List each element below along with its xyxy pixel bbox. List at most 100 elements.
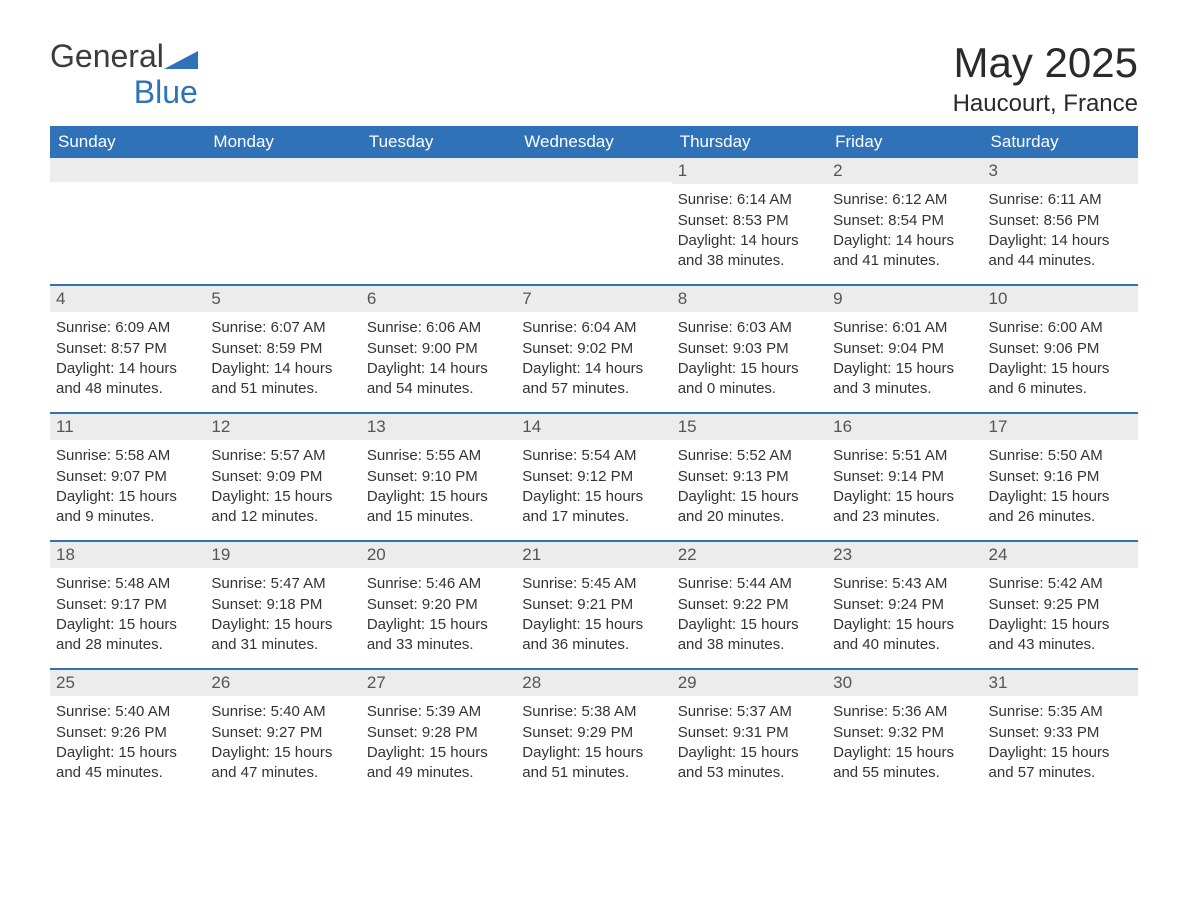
day-cell: 11Sunrise: 5:58 AMSunset: 9:07 PMDayligh…: [50, 414, 205, 540]
sunrise-line: Sunrise: 5:36 AM: [833, 702, 976, 722]
sunrise-line: Sunrise: 6:01 AM: [833, 318, 976, 338]
week-row: 4Sunrise: 6:09 AMSunset: 8:57 PMDaylight…: [50, 284, 1138, 412]
daylight-line: Daylight: 14 hours and 51 minutes.: [211, 359, 354, 400]
sunrise-line: Sunrise: 5:42 AM: [989, 574, 1132, 594]
sunset-line: Sunset: 9:33 PM: [989, 723, 1132, 743]
calendar: SundayMondayTuesdayWednesdayThursdayFrid…: [50, 126, 1138, 796]
day-header-sunday: Sunday: [50, 126, 205, 158]
sunrise-line: Sunrise: 5:47 AM: [211, 574, 354, 594]
day-cell: 12Sunrise: 5:57 AMSunset: 9:09 PMDayligh…: [205, 414, 360, 540]
week-row: 18Sunrise: 5:48 AMSunset: 9:17 PMDayligh…: [50, 540, 1138, 668]
day-number: 2: [827, 158, 982, 184]
daylight-line: Daylight: 15 hours and 15 minutes.: [367, 487, 510, 528]
sunrise-line: Sunrise: 6:14 AM: [678, 190, 821, 210]
sunrise-line: Sunrise: 5:45 AM: [522, 574, 665, 594]
sunset-line: Sunset: 9:26 PM: [56, 723, 199, 743]
day-cell: 25Sunrise: 5:40 AMSunset: 9:26 PMDayligh…: [50, 670, 205, 796]
day-body: Sunrise: 5:36 AMSunset: 9:32 PMDaylight:…: [827, 696, 982, 791]
day-number: 25: [50, 670, 205, 696]
sunrise-line: Sunrise: 6:04 AM: [522, 318, 665, 338]
sunset-line: Sunset: 9:21 PM: [522, 595, 665, 615]
day-number: 8: [672, 286, 827, 312]
day-body: Sunrise: 6:14 AMSunset: 8:53 PMDaylight:…: [672, 184, 827, 279]
day-body: Sunrise: 6:03 AMSunset: 9:03 PMDaylight:…: [672, 312, 827, 407]
day-number: 27: [361, 670, 516, 696]
daylight-line: Daylight: 14 hours and 38 minutes.: [678, 231, 821, 272]
day-cell: 30Sunrise: 5:36 AMSunset: 9:32 PMDayligh…: [827, 670, 982, 796]
sunrise-line: Sunrise: 5:38 AM: [522, 702, 665, 722]
day-cell: 22Sunrise: 5:44 AMSunset: 9:22 PMDayligh…: [672, 542, 827, 668]
logo: General Blue: [50, 40, 198, 108]
day-cell: 16Sunrise: 5:51 AMSunset: 9:14 PMDayligh…: [827, 414, 982, 540]
daylight-line: Daylight: 15 hours and 23 minutes.: [833, 487, 976, 528]
day-number: 13: [361, 414, 516, 440]
sunset-line: Sunset: 9:06 PM: [989, 339, 1132, 359]
daylight-line: Daylight: 15 hours and 53 minutes.: [678, 743, 821, 784]
day-header-row: SundayMondayTuesdayWednesdayThursdayFrid…: [50, 126, 1138, 158]
sunrise-line: Sunrise: 5:40 AM: [56, 702, 199, 722]
daylight-line: Daylight: 15 hours and 17 minutes.: [522, 487, 665, 528]
daylight-line: Daylight: 15 hours and 9 minutes.: [56, 487, 199, 528]
day-body: Sunrise: 5:55 AMSunset: 9:10 PMDaylight:…: [361, 440, 516, 535]
day-body: Sunrise: 5:39 AMSunset: 9:28 PMDaylight:…: [361, 696, 516, 791]
day-cell: 9Sunrise: 6:01 AMSunset: 9:04 PMDaylight…: [827, 286, 982, 412]
daylight-line: Daylight: 15 hours and 49 minutes.: [367, 743, 510, 784]
logo-text: General Blue: [50, 40, 198, 108]
day-cell: 7Sunrise: 6:04 AMSunset: 9:02 PMDaylight…: [516, 286, 671, 412]
sunset-line: Sunset: 9:12 PM: [522, 467, 665, 487]
day-body: Sunrise: 6:00 AMSunset: 9:06 PMDaylight:…: [983, 312, 1138, 407]
daylight-line: Daylight: 15 hours and 40 minutes.: [833, 615, 976, 656]
sunset-line: Sunset: 9:03 PM: [678, 339, 821, 359]
daylight-line: Daylight: 15 hours and 3 minutes.: [833, 359, 976, 400]
daylight-line: Daylight: 15 hours and 36 minutes.: [522, 615, 665, 656]
day-body: Sunrise: 5:50 AMSunset: 9:16 PMDaylight:…: [983, 440, 1138, 535]
day-number: 29: [672, 670, 827, 696]
daylight-line: Daylight: 15 hours and 0 minutes.: [678, 359, 821, 400]
day-number: 31: [983, 670, 1138, 696]
week-row: 25Sunrise: 5:40 AMSunset: 9:26 PMDayligh…: [50, 668, 1138, 796]
sunset-line: Sunset: 9:27 PM: [211, 723, 354, 743]
sunrise-line: Sunrise: 5:46 AM: [367, 574, 510, 594]
sunrise-line: Sunrise: 5:43 AM: [833, 574, 976, 594]
day-body: Sunrise: 6:12 AMSunset: 8:54 PMDaylight:…: [827, 184, 982, 279]
day-header-saturday: Saturday: [983, 126, 1138, 158]
sunset-line: Sunset: 9:31 PM: [678, 723, 821, 743]
sunset-line: Sunset: 9:04 PM: [833, 339, 976, 359]
day-cell: 31Sunrise: 5:35 AMSunset: 9:33 PMDayligh…: [983, 670, 1138, 796]
day-cell: 21Sunrise: 5:45 AMSunset: 9:21 PMDayligh…: [516, 542, 671, 668]
day-cell: 5Sunrise: 6:07 AMSunset: 8:59 PMDaylight…: [205, 286, 360, 412]
daylight-line: Daylight: 15 hours and 45 minutes.: [56, 743, 199, 784]
day-body: Sunrise: 6:07 AMSunset: 8:59 PMDaylight:…: [205, 312, 360, 407]
day-cell: [361, 158, 516, 284]
day-number: 15: [672, 414, 827, 440]
title-block: May 2025 Haucourt, France: [953, 40, 1138, 118]
day-body: Sunrise: 5:52 AMSunset: 9:13 PMDaylight:…: [672, 440, 827, 535]
day-body: Sunrise: 5:47 AMSunset: 9:18 PMDaylight:…: [205, 568, 360, 663]
day-body: Sunrise: 6:06 AMSunset: 9:00 PMDaylight:…: [361, 312, 516, 407]
day-cell: 24Sunrise: 5:42 AMSunset: 9:25 PMDayligh…: [983, 542, 1138, 668]
day-body: Sunrise: 5:35 AMSunset: 9:33 PMDaylight:…: [983, 696, 1138, 791]
sunset-line: Sunset: 9:25 PM: [989, 595, 1132, 615]
day-body: Sunrise: 5:40 AMSunset: 9:26 PMDaylight:…: [50, 696, 205, 791]
day-body: Sunrise: 6:04 AMSunset: 9:02 PMDaylight:…: [516, 312, 671, 407]
day-cell: 2Sunrise: 6:12 AMSunset: 8:54 PMDaylight…: [827, 158, 982, 284]
day-body: Sunrise: 6:09 AMSunset: 8:57 PMDaylight:…: [50, 312, 205, 407]
day-body: Sunrise: 5:44 AMSunset: 9:22 PMDaylight:…: [672, 568, 827, 663]
day-body: Sunrise: 6:11 AMSunset: 8:56 PMDaylight:…: [983, 184, 1138, 279]
sunrise-line: Sunrise: 6:12 AM: [833, 190, 976, 210]
day-cell: 1Sunrise: 6:14 AMSunset: 8:53 PMDaylight…: [672, 158, 827, 284]
logo-word-general: General: [50, 38, 164, 74]
day-body: Sunrise: 5:45 AMSunset: 9:21 PMDaylight:…: [516, 568, 671, 663]
day-cell: 4Sunrise: 6:09 AMSunset: 8:57 PMDaylight…: [50, 286, 205, 412]
sunrise-line: Sunrise: 6:03 AM: [678, 318, 821, 338]
day-body: Sunrise: 5:46 AMSunset: 9:20 PMDaylight:…: [361, 568, 516, 663]
sunrise-line: Sunrise: 6:11 AM: [989, 190, 1132, 210]
day-body: Sunrise: 5:57 AMSunset: 9:09 PMDaylight:…: [205, 440, 360, 535]
title-month-year: May 2025: [953, 40, 1138, 86]
day-cell: [516, 158, 671, 284]
sunrise-line: Sunrise: 5:39 AM: [367, 702, 510, 722]
day-number-empty: [516, 158, 671, 182]
title-location: Haucourt, France: [953, 90, 1138, 118]
day-cell: 17Sunrise: 5:50 AMSunset: 9:16 PMDayligh…: [983, 414, 1138, 540]
day-number: 14: [516, 414, 671, 440]
